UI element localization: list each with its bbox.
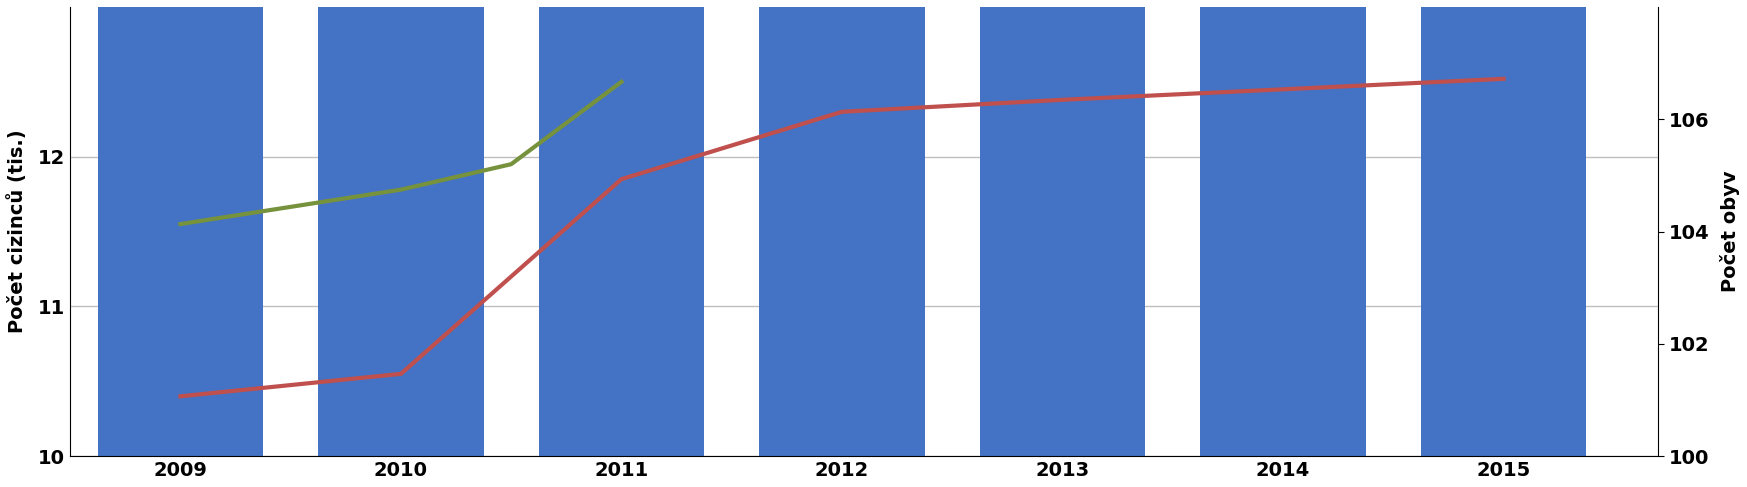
Bar xyxy=(318,0,484,456)
Bar xyxy=(980,0,1146,456)
Bar xyxy=(98,0,264,456)
Y-axis label: Počet cizinců (tis.): Počet cizinců (tis.) xyxy=(7,130,26,334)
Y-axis label: Počet obyv: Počet obyv xyxy=(1721,171,1740,292)
Bar xyxy=(1420,0,1586,456)
Bar xyxy=(760,0,924,456)
Bar xyxy=(538,0,704,456)
Bar xyxy=(1200,0,1366,456)
